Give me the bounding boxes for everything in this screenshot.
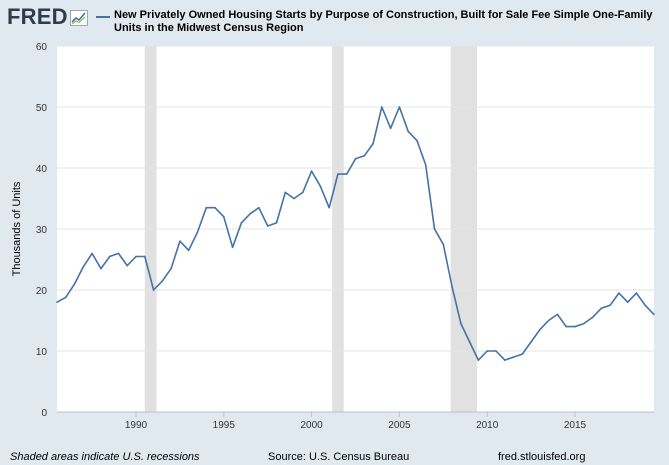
- x-tick-label: 2005: [388, 420, 411, 431]
- y-tick-label: 50: [36, 103, 48, 114]
- data-point: [460, 322, 462, 325]
- data-point: [503, 359, 506, 361]
- y-tick-label: 10: [36, 347, 48, 358]
- data-point: [275, 222, 278, 224]
- recession-note: Shaded areas indicate U.S. recessions: [10, 451, 200, 463]
- chart-footer: Shaded areas indicate U.S. recessions So…: [0, 450, 669, 465]
- data-point: [468, 341, 471, 343]
- x-tick-label: 2010: [476, 420, 499, 431]
- y-tick-label: 40: [36, 164, 48, 175]
- chart-header: FRED New Privately Owned Housing Starts …: [0, 0, 669, 38]
- data-point: [91, 252, 93, 255]
- data-point: [56, 301, 58, 304]
- data-point: [477, 359, 480, 361]
- data-point: [591, 316, 594, 319]
- data-point: [126, 264, 129, 267]
- data-point: [424, 164, 427, 166]
- data-point: [381, 106, 383, 108]
- x-tick-label: 2015: [564, 420, 587, 431]
- y-tick-label: 30: [36, 225, 48, 236]
- x-tick-label: 1995: [213, 420, 236, 431]
- data-point: [108, 255, 111, 258]
- data-point: [539, 328, 541, 331]
- data-point: [635, 292, 638, 294]
- data-point: [337, 173, 339, 175]
- data-point: [609, 304, 611, 307]
- data-point: [389, 127, 392, 130]
- data-point: [187, 249, 190, 252]
- data-point: [284, 191, 287, 194]
- data-point: [302, 191, 304, 194]
- data-point: [486, 350, 488, 352]
- data-point: [258, 206, 260, 209]
- data-point: [266, 225, 269, 227]
- data-point: [223, 216, 225, 218]
- gridlines: [57, 45, 654, 413]
- y-tick-label: 20: [36, 286, 48, 297]
- data-point: [345, 173, 348, 175]
- data-point: [135, 255, 137, 258]
- data-point: [117, 252, 120, 255]
- data-point: [512, 356, 515, 358]
- data-point: [407, 130, 409, 133]
- x-tick-label: 1990: [125, 420, 148, 431]
- axis-labels: 0 10 20 30 40 50 60 1990 1995 2000 2005 2010 2015: [36, 42, 587, 431]
- data-point: [293, 197, 295, 200]
- source-note: Source: U.S. Census Bureau: [268, 451, 410, 463]
- data-point: [556, 313, 559, 316]
- data-point: [73, 283, 76, 285]
- data-point: [363, 155, 366, 157]
- data-point: [170, 267, 172, 270]
- data-point: [319, 185, 322, 188]
- y-tick-label: 60: [36, 42, 48, 53]
- legend-swatch: [96, 16, 110, 18]
- data-point: [442, 243, 445, 246]
- series-layer: [56, 106, 655, 361]
- data-point: [372, 142, 374, 145]
- data-point: [310, 170, 313, 172]
- data-point: [354, 158, 357, 160]
- data-point: [231, 246, 234, 249]
- data-point: [328, 206, 330, 209]
- data-point: [521, 353, 524, 355]
- source-link[interactable]: fred.stlouisfed.org: [498, 451, 586, 463]
- y-tick-label: 0: [41, 408, 47, 419]
- data-point: [179, 240, 181, 242]
- data-point: [82, 266, 85, 268]
- data-point: [143, 255, 146, 258]
- line-chart: 0 10 20 30 40 50 60 1990 1995 2000 2005 2010 2015 Th…: [11, 42, 655, 431]
- data-point: [152, 289, 155, 291]
- data-point: [100, 267, 102, 270]
- data-point: [600, 307, 603, 310]
- data-point: [530, 341, 532, 343]
- data-point: [618, 292, 620, 294]
- data-point: [582, 322, 585, 325]
- data-point: [240, 222, 243, 224]
- chart-legend: New Privately Owned Housing Starts by Pu…: [96, 9, 661, 35]
- data-point: [451, 286, 453, 288]
- data-point: [64, 296, 67, 299]
- data-point: [214, 206, 216, 209]
- data-point: [565, 325, 568, 328]
- data-point: [653, 313, 655, 316]
- data-point: [161, 280, 164, 282]
- data-point: [416, 139, 418, 142]
- data-point: [574, 325, 576, 328]
- data-point: [249, 212, 251, 215]
- fred-logo[interactable]: FRED: [7, 4, 88, 28]
- data-point: [196, 231, 199, 233]
- data-point: [495, 350, 497, 352]
- y-axis-title: Thousands of Units: [11, 181, 23, 276]
- data-point: [547, 319, 550, 322]
- data-point: [433, 228, 436, 230]
- legend-series-name: New Privately Owned Housing Starts by Pu…: [114, 9, 653, 34]
- data-point: [398, 106, 401, 108]
- data-point: [644, 304, 647, 307]
- fred-chart-icon: [69, 10, 88, 26]
- x-tick-label: 2000: [300, 420, 323, 431]
- data-point: [205, 206, 208, 209]
- data-point: [626, 301, 629, 304]
- fred-logo-text: FRED: [7, 4, 68, 29]
